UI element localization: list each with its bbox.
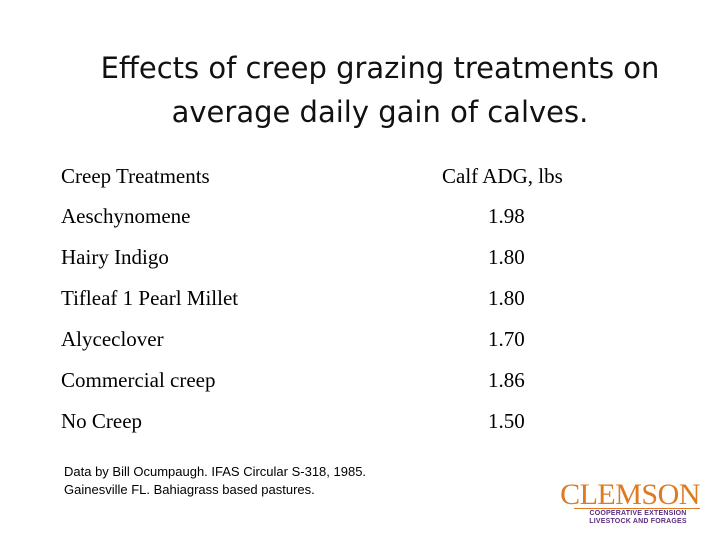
treatment-cell: Commercial creep <box>61 368 216 392</box>
logo-rule <box>574 508 700 509</box>
slide-title-line-1: Effects of creep grazing treatments on <box>100 51 660 85</box>
adg-cell: 1.80 <box>488 245 525 269</box>
table-row: Commercial creep 1.86 <box>61 358 661 399</box>
adg-table: Creep Treatments Calf ADG, lbs Aeschynom… <box>61 160 661 440</box>
column-header-adg: Calf ADG, lbs <box>442 164 563 188</box>
table-row: Tifleaf 1 Pearl Millet 1.80 <box>61 276 661 317</box>
table-row: Aeschynomene 1.98 <box>61 194 661 235</box>
treatment-cell: No Creep <box>61 409 143 433</box>
source-note-line-2: Gainesville FL. Bahiagrass based pasture… <box>64 482 315 497</box>
logo-wordmark: CLEMSON <box>560 478 700 511</box>
treatment-cell: Hairy Indigo <box>61 245 169 269</box>
table-row: No Creep 1.50 <box>61 399 661 440</box>
logo-subtitle-1: COOPERATIVE EXTENSION <box>589 510 687 517</box>
column-header-treatment: Creep Treatments <box>61 164 210 188</box>
adg-cell: 1.86 <box>488 368 525 392</box>
treatment-cell: Alyceclover <box>61 327 164 351</box>
clemson-logo: CLEMSON COOPERATIVE EXTENSION LIVESTOCK … <box>556 478 704 528</box>
table-row: Alyceclover 1.70 <box>61 317 661 358</box>
slide-title-line-2: average daily gain of calves. <box>171 95 589 129</box>
adg-cell: 1.80 <box>488 286 525 310</box>
treatment-cell: Tifleaf 1 Pearl Millet <box>61 286 239 310</box>
table-header-row: Creep Treatments Calf ADG, lbs <box>61 160 661 194</box>
logo-subtitle-2: LIVESTOCK AND FORAGES <box>589 518 687 525</box>
source-note: Data by Bill Ocumpaugh. IFAS Circular S-… <box>64 463 366 499</box>
adg-cell: 1.70 <box>488 327 525 351</box>
treatment-cell: Aeschynomene <box>61 204 191 228</box>
table-row: Hairy Indigo 1.80 <box>61 235 661 276</box>
adg-cell: 1.50 <box>488 409 525 433</box>
adg-cell: 1.98 <box>488 204 525 228</box>
slide-title: Effects of creep grazing treatments on a… <box>60 46 700 134</box>
source-note-line-1: Data by Bill Ocumpaugh. IFAS Circular S-… <box>64 464 367 479</box>
